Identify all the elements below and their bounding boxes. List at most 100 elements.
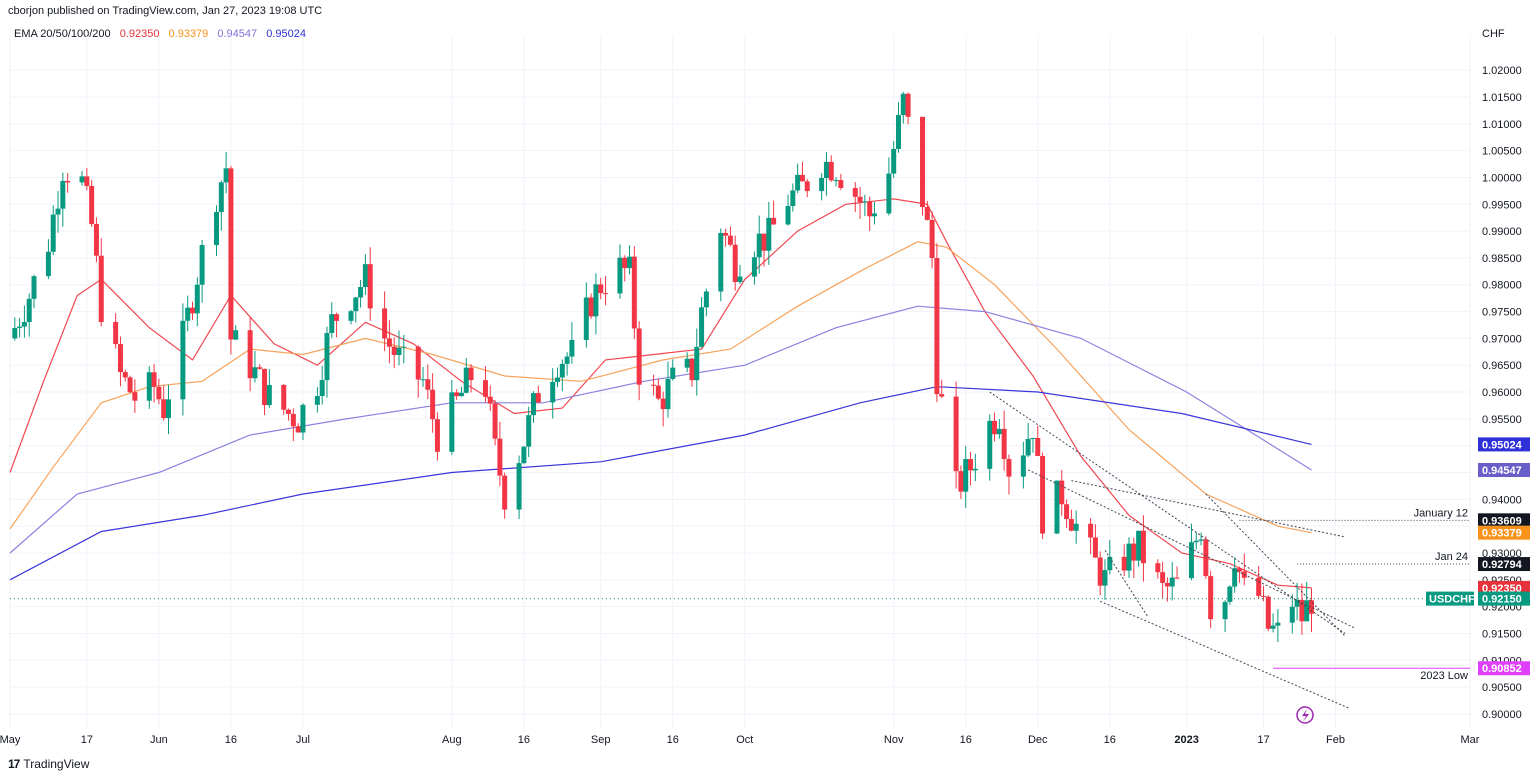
badge-layer: 0.950240.945470.936090.933790.927940.923… — [1426, 437, 1530, 676]
candle-up — [314, 395, 320, 405]
candle-up — [233, 330, 239, 340]
candle-up — [823, 161, 829, 178]
candle-down — [1260, 595, 1266, 597]
candle-down — [828, 161, 834, 181]
price-badge-text: 0.94547 — [1482, 465, 1522, 477]
candle-down — [603, 293, 609, 295]
candle-down — [425, 379, 431, 390]
price-badge — [1478, 513, 1530, 528]
candle-down — [382, 308, 388, 339]
candle-up — [1289, 606, 1295, 623]
y-tick-label: 0.99000 — [1482, 226, 1522, 238]
candle-up — [790, 190, 796, 207]
ema-50-value: 0.93379 — [168, 28, 209, 40]
candle-up — [665, 378, 671, 410]
y-tick-label: 0.99500 — [1482, 199, 1522, 211]
tradingview-logo[interactable]: 17 TradingView — [8, 757, 89, 771]
candle-down — [622, 257, 628, 269]
ema-20-value: 0.92350 — [119, 28, 160, 40]
x-tick-label: Mar — [1461, 734, 1480, 746]
price-badge — [1478, 661, 1530, 676]
candle-up — [891, 148, 897, 174]
candle-down — [1092, 537, 1098, 558]
y-tick-label: 0.94000 — [1482, 494, 1522, 506]
y-tick-label: 1.02000 — [1482, 65, 1522, 77]
candle-down — [655, 385, 661, 399]
x-tick-label: May — [0, 734, 21, 746]
candle-up — [329, 314, 335, 334]
tradingview-mark-icon: 17 — [8, 757, 20, 771]
candle-layer — [12, 91, 1315, 643]
candle-down — [852, 187, 858, 197]
candle-up — [401, 346, 407, 348]
candle-down — [89, 186, 95, 224]
candle-down — [1155, 563, 1161, 573]
candle-down — [1059, 480, 1065, 505]
candle-up — [1136, 530, 1142, 561]
candle-down — [151, 372, 157, 387]
candle-down — [454, 392, 460, 397]
x-tick-label: Sep — [591, 734, 611, 746]
candle-up — [60, 180, 66, 209]
price-badge — [1478, 557, 1530, 572]
candle-down — [1160, 572, 1166, 583]
candle-down — [1040, 455, 1046, 534]
candle-down — [161, 399, 167, 419]
x-tick-label: 16 — [225, 734, 237, 746]
candle-down — [290, 413, 296, 427]
candle-up — [319, 380, 325, 396]
candle-up — [526, 415, 532, 447]
candle-down — [386, 338, 392, 347]
price-badge-text: 0.93379 — [1482, 528, 1522, 540]
tradingview-brand: TradingView — [23, 757, 90, 771]
candle-down — [65, 180, 71, 183]
candle-up — [1270, 625, 1276, 629]
candle-up — [79, 176, 85, 183]
candle-down — [391, 346, 397, 355]
candle-down — [113, 321, 119, 345]
candle-up — [353, 297, 359, 312]
price-badge — [1478, 591, 1530, 606]
trendline — [1027, 469, 1355, 629]
candle-up — [252, 367, 258, 379]
candle-up — [718, 232, 724, 292]
candle-down — [367, 264, 373, 309]
candle-down — [799, 174, 805, 182]
candle-down — [132, 392, 138, 401]
candle-down — [257, 367, 263, 369]
price-badge — [1478, 525, 1530, 540]
candle-down — [468, 367, 474, 381]
candle-down — [127, 377, 133, 393]
candle-down — [771, 217, 777, 225]
candle-up — [617, 257, 623, 294]
candle-up — [300, 404, 306, 433]
candle-up — [1188, 542, 1194, 579]
candle-down — [1164, 582, 1170, 587]
symbol-badge-text: USDCHF — [1429, 594, 1475, 606]
candle-down — [1097, 557, 1103, 586]
candle-up — [1227, 586, 1233, 602]
lightning-icon[interactable] — [1296, 706, 1314, 724]
y-tick-label: 1.00500 — [1482, 146, 1522, 158]
candle-down — [122, 372, 128, 378]
candle-down — [84, 176, 90, 187]
candle-down — [334, 314, 340, 321]
candle-up — [218, 182, 224, 213]
candle-down — [905, 93, 911, 117]
candle-up — [886, 173, 892, 214]
candle-up — [703, 291, 709, 308]
x-tick-label: 2023 — [1174, 734, 1198, 746]
candle-up — [55, 208, 61, 215]
x-tick-label: 16 — [518, 734, 530, 746]
candle-up — [1232, 568, 1238, 587]
candle-up — [1107, 556, 1113, 571]
candle-down — [247, 330, 253, 379]
candle-down — [487, 396, 493, 404]
candle-down — [1299, 599, 1305, 622]
price-badge-text: 0.93609 — [1482, 515, 1522, 527]
candle-up — [1102, 570, 1108, 586]
candle-down — [262, 368, 268, 406]
candle-up — [550, 381, 556, 403]
y-tick-label: 0.96000 — [1482, 387, 1522, 399]
